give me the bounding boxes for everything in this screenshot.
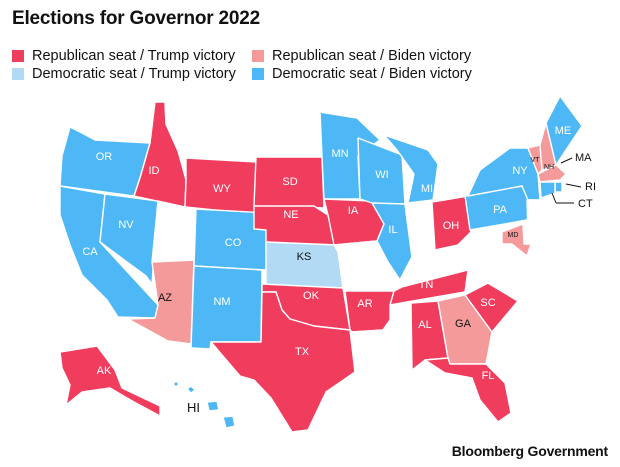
state-label-nv: NV: [118, 219, 134, 231]
legend-swatch-rep-trump: [12, 50, 24, 62]
state-ri: [554, 181, 563, 193]
state-la: [351, 329, 413, 389]
legend-label-dem-trump: Democratic seat / Trump victory: [32, 66, 236, 82]
state-label-ca: CA: [82, 246, 98, 258]
state-mi: [383, 134, 439, 204]
state-ks: [265, 241, 344, 289]
state-label-ar: AR: [357, 298, 372, 310]
state-label-oh: OH: [443, 220, 460, 232]
legend-item-rep-trump: Republican seat / Trump victory: [12, 48, 235, 64]
state-sd: [253, 156, 325, 209]
state-label-il: IL: [388, 224, 397, 236]
legend-item-rep-biden: Republican seat / Biden victory: [252, 48, 471, 64]
state-labels: OR CA NV ID WY AZ CO NM SD NE KS OK TX MN IA AR WI IL MI OH…: [82, 125, 571, 382]
state-label-ga: GA: [455, 318, 472, 330]
chart-title: Elections for Governor 2022: [12, 8, 261, 29]
state-ut: [151, 200, 197, 263]
state-label-vt: VT: [531, 157, 541, 164]
state-label-nm: NM: [213, 296, 230, 308]
state-nj: [526, 199, 541, 237]
state-label-wi: WI: [375, 169, 388, 181]
callout-leaders: [551, 157, 582, 204]
state-label-al: AL: [418, 319, 431, 331]
state-label-ny: NY: [512, 165, 528, 177]
state-label-nh: NH: [544, 164, 554, 171]
state-label-sc: SC: [480, 297, 495, 309]
legend-swatch-dem-trump: [12, 68, 24, 80]
legend-label-dem-biden: Democratic seat / Biden victory: [272, 66, 472, 82]
callout-ct: CT: [578, 198, 593, 210]
state-label-id: ID: [149, 165, 160, 177]
state-ct: [539, 181, 556, 199]
legend-label-rep-biden: Republican seat / Biden victory: [272, 48, 472, 64]
state-label-wy: WY: [213, 183, 231, 195]
state-label-fl: FL: [482, 370, 495, 382]
state-ma: [537, 164, 567, 183]
callout-ma: MA: [575, 152, 592, 164]
state-label-ne: NE: [283, 209, 298, 221]
state-label-sd: SD: [282, 176, 297, 188]
callout-ri: RI: [585, 181, 596, 193]
legend-swatch-rep-biden: [252, 50, 264, 62]
state-label-tn: TN: [419, 279, 434, 291]
state-label-ks: KS: [297, 251, 312, 263]
state-label-mn: MN: [331, 148, 348, 160]
state-me: [545, 95, 583, 166]
legend-item-dem-trump: Democratic seat / Trump victory: [12, 66, 236, 82]
state-ak: [59, 345, 161, 417]
source-credit: Bloomberg Government: [451, 443, 608, 459]
state-shapes: [59, 94, 583, 433]
legend-label-rep-trump: Republican seat / Trump victory: [32, 48, 236, 64]
state-label-az: AZ: [158, 292, 172, 304]
state-md: [501, 223, 532, 257]
state-label-md: MD: [508, 232, 519, 239]
state-fl: [424, 357, 512, 423]
state-label-pa: PA: [493, 204, 508, 216]
state-label-me: ME: [555, 125, 572, 137]
state-label-or: OR: [96, 151, 113, 163]
state-label-co: CO: [225, 237, 242, 249]
state-label-ak: AK: [97, 365, 112, 377]
legend-swatch-dem-biden: [252, 68, 264, 80]
state-label-ok: OK: [303, 290, 320, 302]
state-tx: [210, 291, 356, 433]
state-nd: [255, 107, 323, 158]
callout-hi: HI: [187, 400, 200, 415]
state-label-tx: TX: [295, 346, 310, 358]
state-label-mi: MI: [421, 183, 433, 195]
legend-item-dem-biden: Democratic seat / Biden victory: [252, 66, 472, 82]
state-label-ia: IA: [348, 205, 359, 217]
state-hi: [172, 380, 236, 429]
